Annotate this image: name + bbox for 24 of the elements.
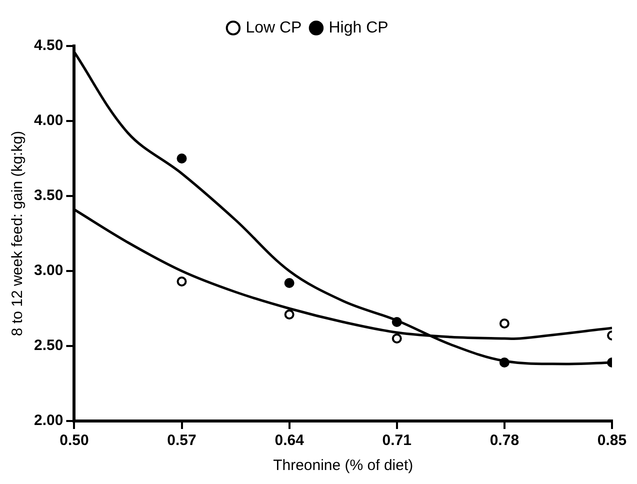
legend-label: Low CP xyxy=(246,19,302,36)
x-tick-label: 0.85 xyxy=(597,432,627,450)
point xyxy=(176,154,187,164)
point xyxy=(284,278,294,288)
y-tick-label: 4.00 xyxy=(34,112,64,130)
x-tick-label: 0.57 xyxy=(167,432,196,450)
y-tick-label: 2.00 xyxy=(34,412,64,430)
point xyxy=(176,276,187,286)
point xyxy=(499,318,510,328)
y-tick-label: 3.50 xyxy=(34,187,64,204)
point xyxy=(392,334,402,344)
point xyxy=(392,317,402,327)
x-tick-label: 0.64 xyxy=(274,432,305,450)
y-tick-label: 3.00 xyxy=(34,262,64,280)
point xyxy=(284,310,294,320)
x-tick-label: 0.78 xyxy=(490,432,520,450)
y-tick-label: 4.50 xyxy=(34,37,64,54)
x-tick-label: 0.71 xyxy=(382,432,412,450)
legend-label: High CP xyxy=(328,19,388,36)
y-axis-title: 8 to 12 week feed: gain (kg:kg) xyxy=(9,130,26,336)
x-axis-title: Threonine (% of diet) xyxy=(273,457,414,474)
x-tick-label: 0.50 xyxy=(60,432,89,450)
point xyxy=(499,358,510,368)
y-tick-label: 2.50 xyxy=(34,337,64,354)
